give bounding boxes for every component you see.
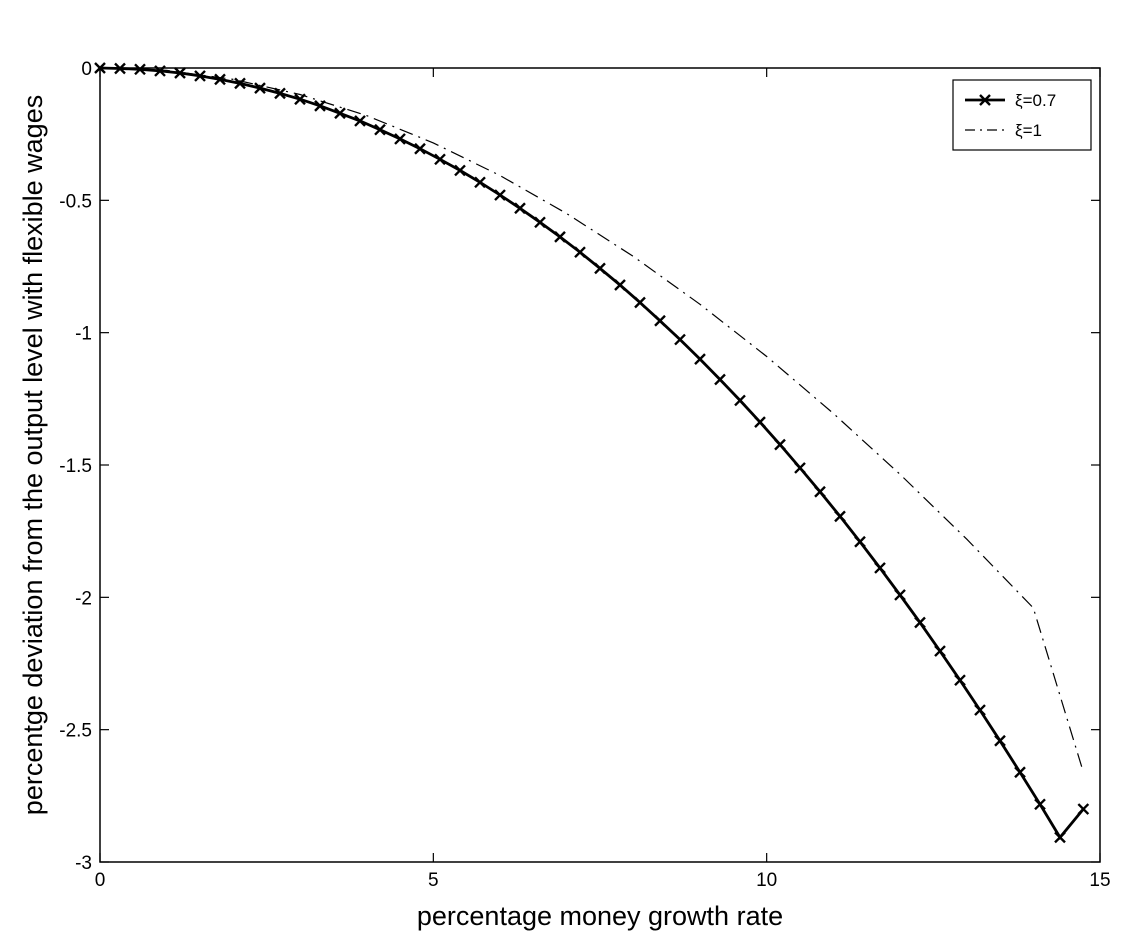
y-axis-label: percentge deviation from the output leve… [18, 95, 48, 815]
y-tick-label: -2 [75, 588, 92, 609]
legend: ξ=0.7 ξ=1 [953, 80, 1091, 150]
y-tick-label: -2.5 [59, 721, 92, 742]
y-tick-label: -1.5 [59, 456, 92, 477]
x-tick-label: 15 [1089, 870, 1110, 891]
x-tick-label: 10 [756, 870, 777, 891]
x-tick-label: 0 [95, 870, 106, 891]
legend-label: ξ=0.7 [1015, 91, 1056, 110]
x-tick-label: 5 [428, 870, 439, 891]
y-tick-label: -3 [75, 853, 92, 874]
y-tick-label: -1 [75, 324, 92, 345]
y-tick-label: 0 [81, 59, 92, 80]
y-tick-label: -0.5 [59, 191, 92, 212]
plot-area-border [100, 68, 1100, 862]
legend-label: ξ=1 [1015, 121, 1042, 140]
x-axis-label: percentage money growth rate [417, 901, 783, 931]
plot-frame [100, 68, 1100, 862]
